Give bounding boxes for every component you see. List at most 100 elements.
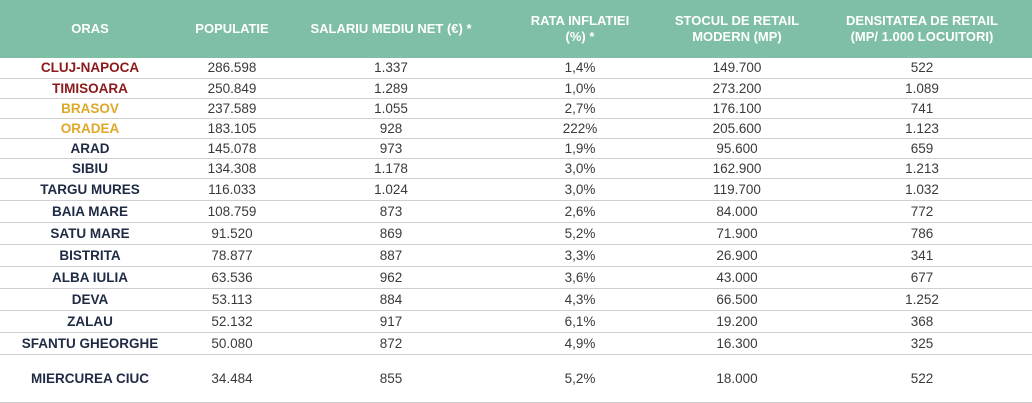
- cell-salariu: 973: [284, 138, 498, 159]
- cell-densitate: 1.213: [812, 158, 1032, 179]
- table-row: ZALAU 52.132 917 6,1% 19.200 368: [0, 310, 1032, 333]
- cell-inflatie: 4,9%: [498, 332, 662, 355]
- table-row: CLUJ-NAPOCA 286.598 1.337 1,4% 149.700 522: [0, 58, 1032, 79]
- cell-inflatie: 3,6%: [498, 266, 662, 289]
- cell-stoc: 162.900: [662, 158, 812, 179]
- header-populatie: POPULATIE: [180, 0, 284, 58]
- header-stoc-retail: STOCUL DE RETAIL MODERN (MP): [662, 0, 812, 58]
- cell-populatie: 145.078: [180, 138, 284, 159]
- table-row: BAIA MARE 108.759 873 2,6% 84.000 772: [0, 200, 1032, 223]
- cell-salariu: 962: [284, 266, 498, 289]
- table-row: TARGU MURES 116.033 1.024 3,0% 119.700 1.032: [0, 178, 1032, 201]
- cell-oras: ZALAU: [0, 310, 180, 333]
- cell-inflatie: 222%: [498, 118, 662, 139]
- cell-salariu: 1.024: [284, 178, 498, 201]
- cell-inflatie: 3,0%: [498, 158, 662, 179]
- cell-stoc: 18.000: [662, 354, 812, 403]
- cell-oras: CLUJ-NAPOCA: [0, 58, 180, 79]
- cell-salariu: 1.055: [284, 98, 498, 119]
- cell-populatie: 91.520: [180, 222, 284, 245]
- header-oras: ORAS: [0, 0, 180, 58]
- cell-densitate: 341: [812, 244, 1032, 267]
- cell-stoc: 149.700: [662, 58, 812, 79]
- cell-inflatie: 3,3%: [498, 244, 662, 267]
- table-header-row: ORAS POPULATIE SALARIU MEDIU NET (€) * R…: [0, 0, 1032, 58]
- cell-stoc: 19.200: [662, 310, 812, 333]
- cell-stoc: 119.700: [662, 178, 812, 201]
- cell-populatie: 53.113: [180, 288, 284, 311]
- cell-populatie: 78.877: [180, 244, 284, 267]
- header-inflatie: RATA INFLATIEI (%) *: [498, 0, 662, 58]
- table-row: BRASOV 237.589 1.055 2,7% 176.100 741: [0, 98, 1032, 119]
- cell-inflatie: 1,9%: [498, 138, 662, 159]
- cell-densitate: 522: [812, 354, 1032, 403]
- cell-inflatie: 1,4%: [498, 58, 662, 79]
- cell-salariu: 884: [284, 288, 498, 311]
- cell-stoc: 26.900: [662, 244, 812, 267]
- cell-salariu: 855: [284, 354, 498, 403]
- cell-densitate: 1.032: [812, 178, 1032, 201]
- table-row: DEVA 53.113 884 4,3% 66.500 1.252: [0, 288, 1032, 311]
- cell-oras: DEVA: [0, 288, 180, 311]
- cell-populatie: 183.105: [180, 118, 284, 139]
- cell-oras: BAIA MARE: [0, 200, 180, 223]
- cell-populatie: 63.536: [180, 266, 284, 289]
- cell-oras: TARGU MURES: [0, 178, 180, 201]
- cell-inflatie: 4,3%: [498, 288, 662, 311]
- table-row: ORADEA 183.105 928 222% 205.600 1.123: [0, 118, 1032, 139]
- cell-populatie: 34.484: [180, 354, 284, 403]
- cell-densitate: 325: [812, 332, 1032, 355]
- cell-populatie: 286.598: [180, 58, 284, 79]
- cell-salariu: 1.289: [284, 78, 498, 99]
- cell-oras: ARAD: [0, 138, 180, 159]
- cell-stoc: 205.600: [662, 118, 812, 139]
- cell-oras: SATU MARE: [0, 222, 180, 245]
- cell-stoc: 66.500: [662, 288, 812, 311]
- cell-oras: SFANTU GHEORGHE: [0, 332, 180, 355]
- cell-populatie: 50.080: [180, 332, 284, 355]
- cell-oras: TIMISOARA: [0, 78, 180, 99]
- cell-stoc: 273.200: [662, 78, 812, 99]
- cell-salariu: 887: [284, 244, 498, 267]
- cell-inflatie: 5,2%: [498, 354, 662, 403]
- cell-stoc: 95.600: [662, 138, 812, 159]
- cell-densitate: 1.089: [812, 78, 1032, 99]
- table-row: SATU MARE 91.520 869 5,2% 71.900 786: [0, 222, 1032, 245]
- cell-stoc: 43.000: [662, 266, 812, 289]
- cell-populatie: 237.589: [180, 98, 284, 119]
- cell-oras: BISTRITA: [0, 244, 180, 267]
- cell-oras: MIERCUREA CIUC: [0, 354, 180, 403]
- cell-densitate: 659: [812, 138, 1032, 159]
- cell-stoc: 71.900: [662, 222, 812, 245]
- cell-populatie: 108.759: [180, 200, 284, 223]
- cell-populatie: 116.033: [180, 178, 284, 201]
- cell-densitate: 522: [812, 58, 1032, 79]
- cell-oras: ALBA IULIA: [0, 266, 180, 289]
- header-densitate-retail: DENSITATEA DE RETAIL (MP/ 1.000 LOCUITORI…: [812, 0, 1032, 58]
- cell-salariu: 1.178: [284, 158, 498, 179]
- cell-inflatie: 2,7%: [498, 98, 662, 119]
- cell-densitate: 677: [812, 266, 1032, 289]
- table-row: MIERCUREA CIUC 34.484 855 5,2% 18.000 522: [0, 354, 1032, 403]
- cell-salariu: 869: [284, 222, 498, 245]
- cell-densitate: 1.123: [812, 118, 1032, 139]
- cell-stoc: 176.100: [662, 98, 812, 119]
- cell-oras: SIBIU: [0, 158, 180, 179]
- cell-salariu: 917: [284, 310, 498, 333]
- cell-inflatie: 5,2%: [498, 222, 662, 245]
- cell-salariu: 928: [284, 118, 498, 139]
- cell-salariu: 873: [284, 200, 498, 223]
- cell-populatie: 134.308: [180, 158, 284, 179]
- table-row: TIMISOARA 250.849 1.289 1,0% 273.200 1.089: [0, 78, 1032, 99]
- cell-populatie: 52.132: [180, 310, 284, 333]
- cell-stoc: 84.000: [662, 200, 812, 223]
- table-row: SIBIU 134.308 1.178 3,0% 162.900 1.213: [0, 158, 1032, 179]
- table-row: ALBA IULIA 63.536 962 3,6% 43.000 677: [0, 266, 1032, 289]
- cell-densitate: 1.252: [812, 288, 1032, 311]
- cell-densitate: 368: [812, 310, 1032, 333]
- cell-inflatie: 2,6%: [498, 200, 662, 223]
- cell-densitate: 772: [812, 200, 1032, 223]
- cell-densitate: 786: [812, 222, 1032, 245]
- cell-inflatie: 1,0%: [498, 78, 662, 99]
- cell-inflatie: 3,0%: [498, 178, 662, 201]
